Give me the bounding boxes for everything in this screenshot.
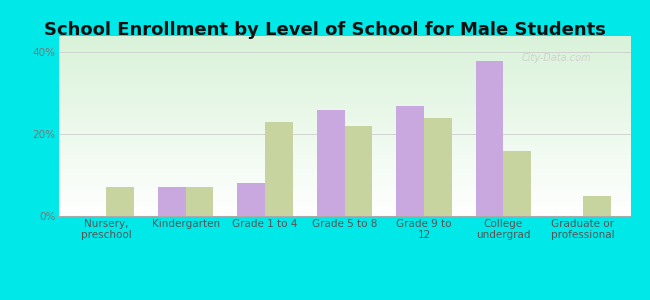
- Bar: [476, 61, 503, 216]
- Bar: [186, 188, 213, 216]
- Text: School Enrollment by Level of School for Male Students: School Enrollment by Level of School for…: [44, 21, 606, 39]
- Bar: [237, 183, 265, 216]
- Bar: [317, 110, 345, 216]
- Bar: [583, 196, 610, 216]
- Bar: [265, 122, 293, 216]
- Bar: [503, 151, 531, 216]
- Bar: [344, 126, 372, 216]
- Bar: [424, 118, 452, 216]
- Bar: [158, 188, 186, 216]
- Bar: [106, 188, 134, 216]
- Bar: [396, 106, 424, 216]
- Text: City-Data.com: City-Data.com: [521, 52, 591, 63]
